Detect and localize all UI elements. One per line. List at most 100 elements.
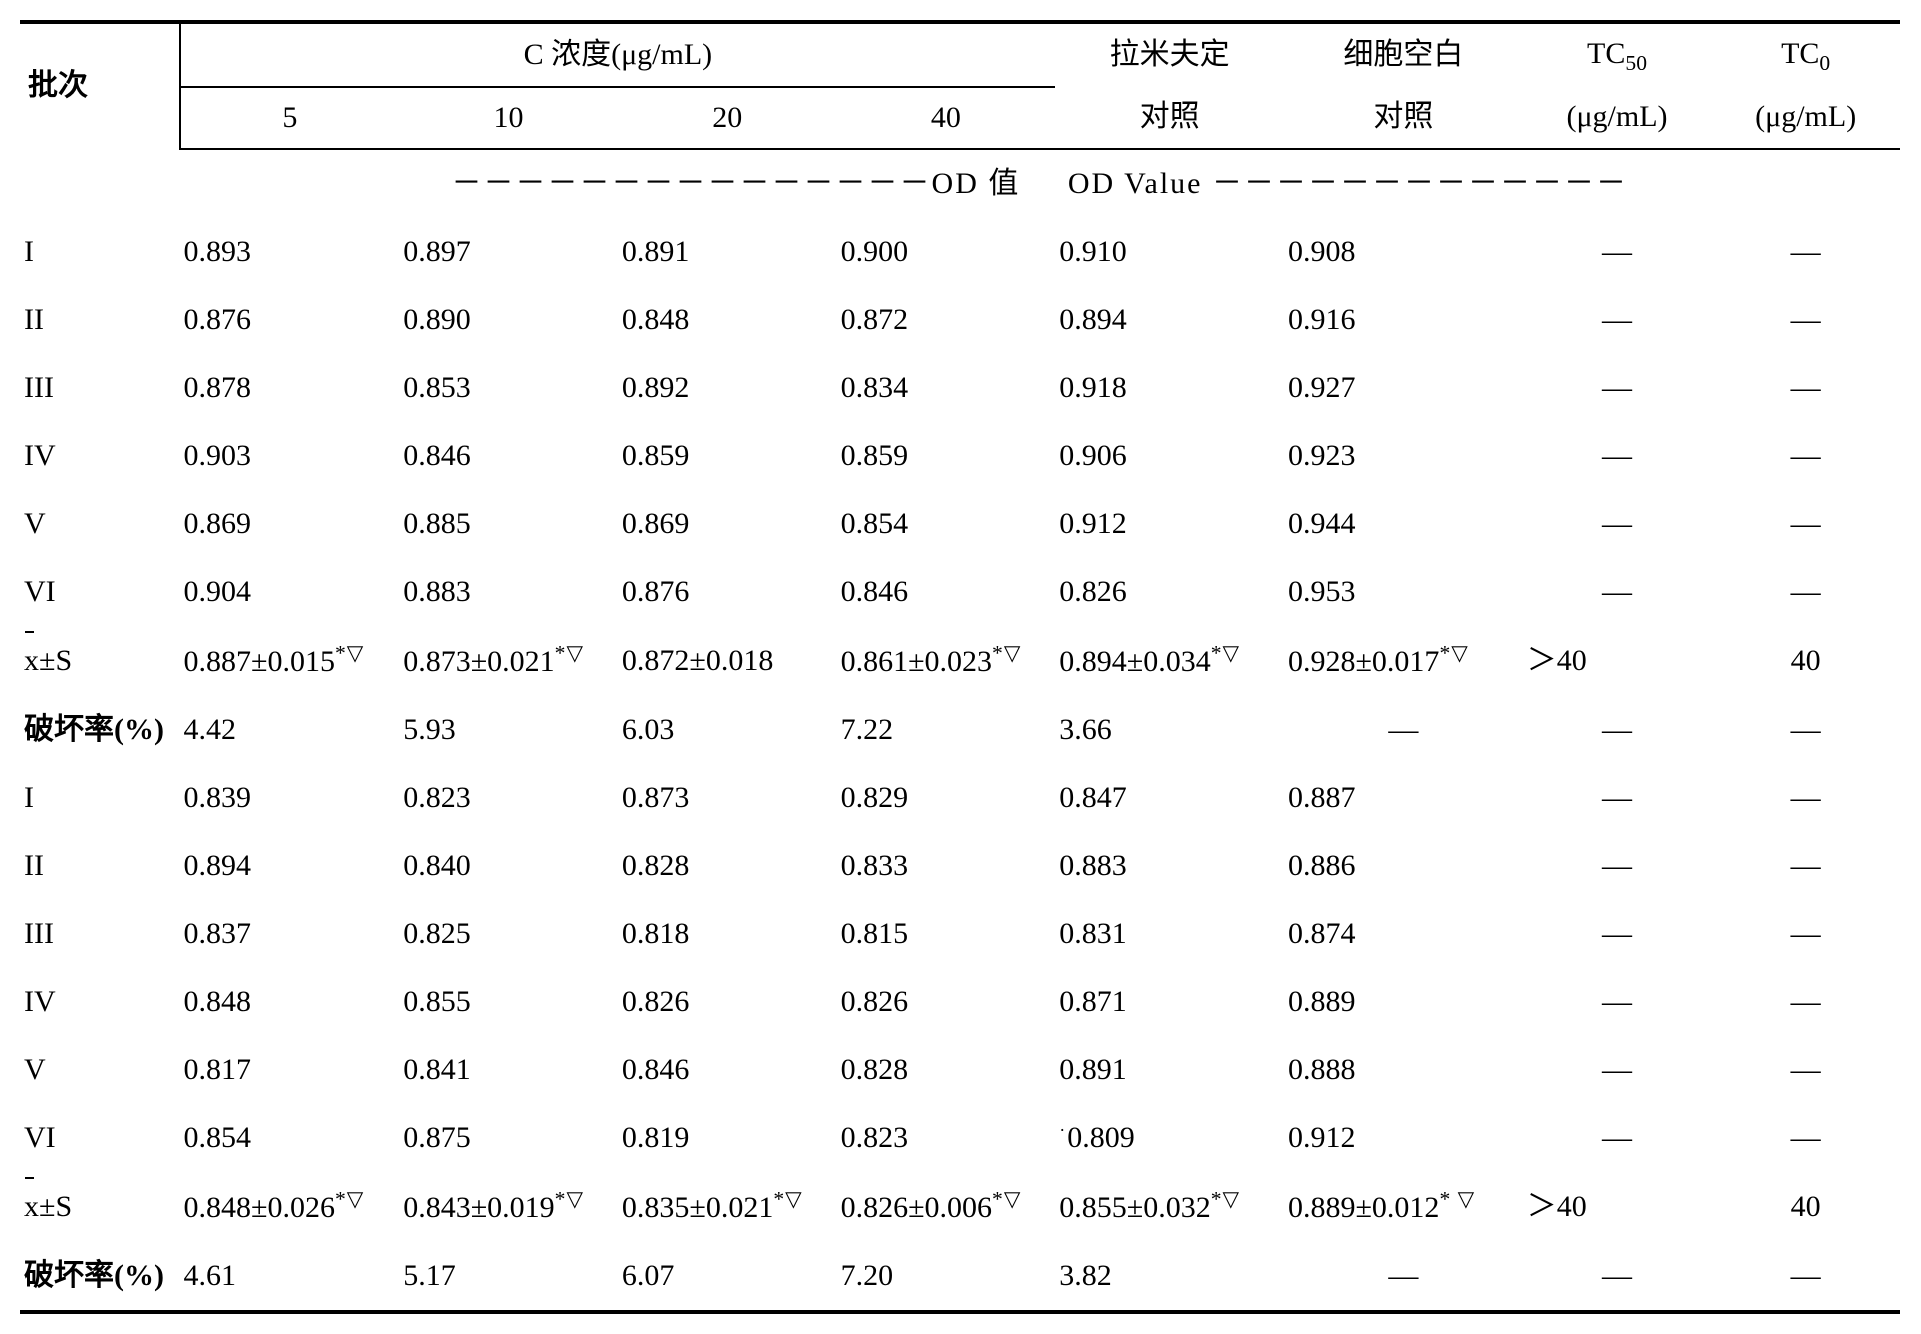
cell-c1: 0.897 [399,218,618,286]
label-destruction: 破坏率(%) [20,1242,180,1312]
cell-c0: 0.854 [180,1104,400,1172]
cell-c0: 0.869 [180,490,400,558]
cell-blank: 0.887 [1284,764,1523,832]
od-divider: －－－－－－－－－－－－－－－OD 值 OD Value －－－－－－－－－－－… [180,149,1901,218]
destr-c1: 5.17 [399,1242,618,1312]
cell-c3: 0.828 [837,1036,1056,1104]
mean-c1: 0.843±0.019*▽ [399,1172,618,1242]
cell-blank: 0.886 [1284,832,1523,900]
cell-tc50: — [1523,490,1712,558]
cell-tc0: — [1711,1036,1900,1104]
row-batch: IV [20,422,180,490]
mean-sd-row: x±S0.887±0.015*▽0.873±0.021*▽0.872±0.018… [20,626,1900,696]
cell-blank: 0.916 [1284,286,1523,354]
cell-c3: 0.854 [837,490,1056,558]
cell-c2: 0.818 [618,900,837,968]
mean-c1: 0.873±0.021*▽ [399,626,618,696]
cell-blank: 0.874 [1284,900,1523,968]
destr-c1: 5.93 [399,696,618,764]
cell-lami: 0.910 [1055,218,1284,286]
cell-c2: 0.869 [618,490,837,558]
header-batch: 批次 [20,22,180,149]
cell-tc50: — [1523,422,1712,490]
header-tc50-unit: (μg/mL) [1523,87,1712,149]
cell-c0: 0.837 [180,900,400,968]
row-batch: IV [20,968,180,1036]
cell-c2: 0.859 [618,422,837,490]
cell-tc0: — [1711,968,1900,1036]
destr-lami: 3.82 [1055,1242,1284,1312]
row-batch: II [20,286,180,354]
header-c-5: 5 [180,87,400,149]
cell-tc0: — [1711,354,1900,422]
cell-lami: 0.883 [1055,832,1284,900]
cell-c3: 0.846 [837,558,1056,626]
row-batch: II [20,832,180,900]
cell-c3: 0.823 [837,1104,1056,1172]
row-batch: III [20,354,180,422]
cell-c1: 0.823 [399,764,618,832]
cell-c1: 0.853 [399,354,618,422]
cell-lami: 0.894 [1055,286,1284,354]
cell-c3: 0.826 [837,968,1056,1036]
mean-c2: 0.835±0.021*▽ [618,1172,837,1242]
cell-tc0: — [1711,1104,1900,1172]
destr-blank: — [1284,696,1523,764]
cell-c0: 0.894 [180,832,400,900]
table-row: VI0.8540.8750.8190.823·0.8090.912—— [20,1104,1900,1172]
table-row: III0.8780.8530.8920.8340.9180.927—— [20,354,1900,422]
cell-c1: 0.885 [399,490,618,558]
destr-lami: 3.66 [1055,696,1284,764]
cell-c0: 0.839 [180,764,400,832]
table-row: I0.8390.8230.8730.8290.8470.887—— [20,764,1900,832]
cell-c3: 0.829 [837,764,1056,832]
header-c-10: 10 [399,87,618,149]
label-xbar: x±S [20,626,180,696]
label-destruction: 破坏率(%) [20,696,180,764]
destr-tc50: — [1523,696,1712,764]
header-c-20: 20 [618,87,837,149]
label-xbar: x±S [20,1172,180,1242]
table-row: IV0.8480.8550.8260.8260.8710.889—— [20,968,1900,1036]
header-c-group: C 浓度(μg/mL) [180,22,1056,87]
mean-c3: 0.826±0.006*▽ [837,1172,1056,1242]
mean-tc50: ＞40 [1523,626,1712,696]
cell-lami: 0.826 [1055,558,1284,626]
cell-c3: 0.859 [837,422,1056,490]
cell-tc0: — [1711,286,1900,354]
table-row: V0.8170.8410.8460.8280.8910.888—— [20,1036,1900,1104]
header-lami-1: 拉米夫定 [1055,22,1284,87]
destruction-row: 破坏率(%)4.615.176.077.203.82——— [20,1242,1900,1312]
header-tc0: TC0 [1711,22,1900,87]
cell-tc0: — [1711,764,1900,832]
mean-sd-row: x±S0.848±0.026*▽0.843±0.019*▽0.835±0.021… [20,1172,1900,1242]
mean-blank: 0.928±0.017*▽ [1284,626,1523,696]
cell-tc50: — [1523,1036,1712,1104]
cell-c2: 0.826 [618,968,837,1036]
cell-tc50: — [1523,558,1712,626]
row-batch: III [20,900,180,968]
cell-blank: 0.912 [1284,1104,1523,1172]
destr-c2: 6.03 [618,696,837,764]
cell-c1: 0.825 [399,900,618,968]
cell-c2: 0.828 [618,832,837,900]
cell-lami: 0.847 [1055,764,1284,832]
cell-c0: 0.903 [180,422,400,490]
header-tc50: TC50 [1523,22,1712,87]
cell-c1: 0.840 [399,832,618,900]
row-batch: V [20,490,180,558]
cell-tc0: — [1711,832,1900,900]
cell-lami: 0.906 [1055,422,1284,490]
cell-c1: 0.875 [399,1104,618,1172]
cell-lami: 0.912 [1055,490,1284,558]
destr-tc50: — [1523,1242,1712,1312]
mean-c0: 0.887±0.015*▽ [180,626,400,696]
cell-c0: 0.876 [180,286,400,354]
cell-c3: 0.872 [837,286,1056,354]
cell-blank: 0.908 [1284,218,1523,286]
destr-c2: 6.07 [618,1242,837,1312]
cell-tc50: — [1523,764,1712,832]
cell-tc50: — [1523,354,1712,422]
row-batch: V [20,1036,180,1104]
data-table: 批次 C 浓度(μg/mL) 拉米夫定 细胞空白 TC50 TC0 5 10 2… [20,20,1900,1314]
